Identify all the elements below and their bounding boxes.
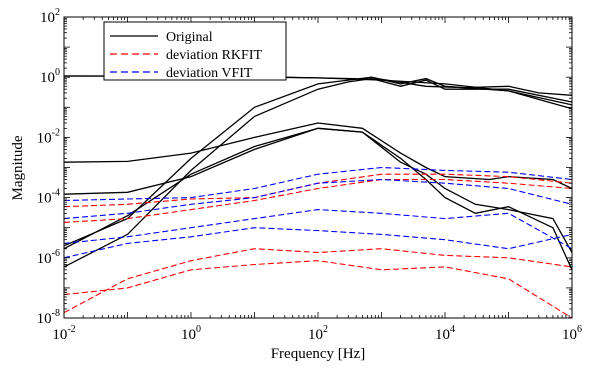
legend-label-1: deviation RKFIT [166,48,262,63]
x-tick-labels: 10-2 100 102 104 106 [52,324,582,343]
legend-items: Original deviation RKFIT deviation VFIT [110,30,262,81]
series-line-3 [63,77,573,268]
y-tick-labels: 10-8 10-6 10-4 10-2 100 102 [37,7,60,327]
x-tick-label-3: 104 [435,324,455,343]
series-layer [63,75,573,319]
series-line-12 [63,209,573,250]
legend-box [103,21,287,81]
y-tick-label-4: 100 [40,67,60,86]
series-line-2 [63,76,573,247]
legend-label-2: deviation VFIT [166,66,253,81]
y-axis-label: Magnitude [10,135,26,200]
x-tick-label-1: 100 [181,324,201,343]
series-line-13 [63,178,573,220]
ticks-layer [63,16,573,319]
y-tick-label-5: 102 [40,7,60,26]
y-tick-label-3: 10-2 [37,127,60,146]
legend: Original deviation RKFIT deviation VFIT [103,21,287,81]
series-line-10 [63,260,573,319]
legend-label-0: Original [166,30,213,45]
y-tick-label-0: 10-8 [37,308,60,327]
series-line-5 [63,127,573,253]
series-line-11 [63,166,573,202]
series-line-9 [63,248,573,314]
series-line-0 [64,75,573,110]
series-line-4 [63,122,573,190]
x-tick-label-0: 10-2 [52,324,75,343]
x-axis-label: Frequency [Hz] [271,346,366,362]
y-tick-label-2: 10-4 [37,188,60,207]
x-tick-label-4: 106 [562,324,582,343]
x-tick-label-2: 102 [308,324,328,343]
series-line-8 [63,178,573,223]
series-line-14 [63,227,573,259]
series-line-6 [63,127,573,271]
y-tick-label-1: 10-6 [37,248,60,267]
